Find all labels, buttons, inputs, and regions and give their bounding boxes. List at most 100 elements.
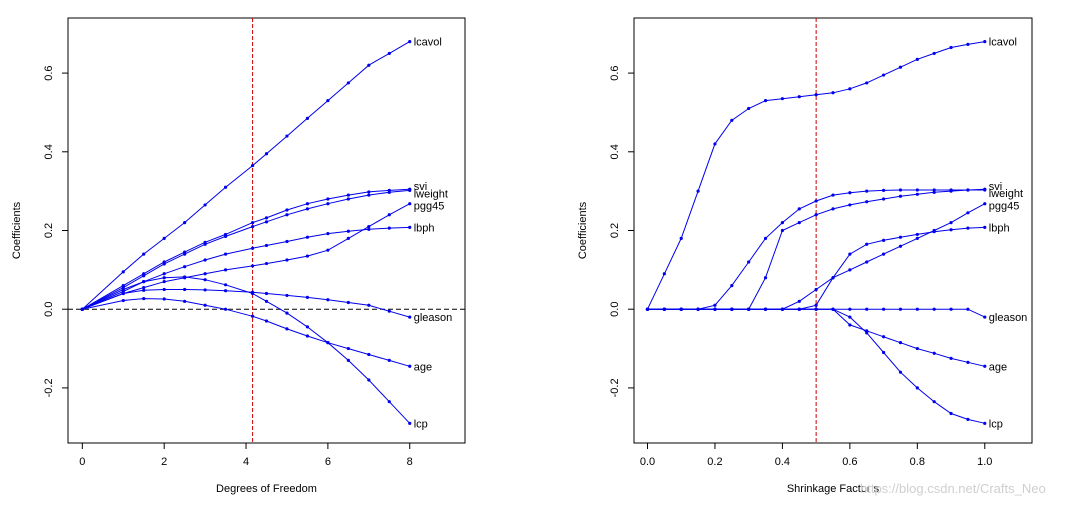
data-point (203, 203, 207, 207)
series-lbph: lbph (80, 222, 435, 311)
data-point (367, 352, 371, 357)
data-point (814, 287, 818, 292)
data-point (983, 315, 987, 319)
data-point (983, 364, 987, 368)
data-point (183, 221, 187, 225)
series-line-age (82, 298, 410, 367)
data-point (162, 272, 166, 276)
y-tick-label: 0.6 (43, 65, 55, 80)
data-point (983, 225, 987, 229)
series-label-lcp: lcp (414, 418, 428, 430)
data-point (932, 190, 936, 194)
data-point (645, 307, 650, 311)
data-point (662, 307, 666, 311)
y-tick-label: -0.2 (43, 378, 55, 397)
data-point (696, 307, 700, 311)
data-point (881, 252, 886, 256)
y-tick-label: 0.4 (609, 144, 621, 159)
data-point (346, 81, 350, 85)
data-point (121, 298, 125, 303)
data-point (162, 297, 166, 301)
data-point (203, 288, 207, 292)
data-point (264, 319, 269, 323)
data-point (763, 99, 768, 103)
data-point (713, 142, 717, 146)
y-tick-label: 0.0 (609, 302, 621, 317)
x-tick-label: 0 (79, 456, 85, 468)
data-point (949, 356, 953, 360)
series-lcavol: lcavol (645, 37, 1017, 311)
data-point (408, 421, 412, 425)
data-point (408, 202, 412, 206)
data-point (797, 221, 801, 225)
data-point (305, 334, 310, 338)
data-point (387, 309, 391, 313)
data-point (949, 45, 953, 50)
data-point (831, 91, 835, 95)
x-tick-label: 0.0 (640, 456, 655, 468)
x-tick-label: 0.6 (842, 456, 857, 468)
data-point (797, 307, 801, 311)
x-tick-label: 0.2 (707, 456, 722, 468)
data-point (305, 116, 310, 120)
x-tick-label: 6 (325, 456, 331, 468)
series-line-lcp (82, 276, 411, 424)
data-point (387, 190, 391, 194)
data-point (932, 51, 936, 56)
data-point (326, 298, 330, 302)
data-point (848, 87, 852, 91)
data-point (264, 261, 269, 266)
series-label-lweight: lweight (414, 188, 448, 200)
series-lbph: lbph (645, 222, 1010, 311)
data-point (865, 200, 869, 204)
data-point (387, 226, 391, 230)
data-point (881, 335, 886, 339)
x-axis: 0.0 0.2 0.4 0.6 0.8 1.0 (640, 443, 992, 468)
data-point (747, 106, 751, 111)
data-point (285, 208, 289, 212)
data-point (346, 346, 350, 351)
y-tick-label: 0.6 (609, 65, 621, 80)
y-axis: -0.2 0.0 0.2 0.4 0.6 (43, 65, 68, 397)
data-point (831, 207, 835, 211)
data-point (367, 378, 371, 382)
series-label-gleason: gleason (414, 312, 453, 324)
data-point (915, 386, 919, 390)
data-point (848, 203, 852, 207)
data-point (285, 327, 289, 331)
y-tick-label: 0.0 (43, 302, 55, 317)
series-label-lbph: lbph (414, 222, 435, 234)
data-point (730, 307, 734, 311)
data-point (865, 81, 869, 85)
data-point (223, 252, 228, 256)
data-point (797, 95, 801, 99)
series-label-lcavol: lcavol (989, 37, 1017, 49)
data-point (162, 236, 166, 240)
data-point (408, 40, 412, 44)
data-point (285, 311, 289, 315)
data-point (881, 350, 886, 355)
x-tick-label: 2 (161, 456, 167, 468)
data-point (223, 307, 228, 311)
data-point (865, 242, 869, 246)
watermark: https://blog.csdn.net/Crafts_Neo (860, 481, 1046, 496)
data-point (983, 202, 987, 206)
data-point (814, 199, 818, 203)
chart-panel-1: 0 2 4 6 8 -0.2 0.0 0.2 0.4 0.6 Degrees of Freedom C… (11, 17, 466, 495)
data-point (949, 307, 953, 311)
data-point (162, 287, 166, 292)
data-point (387, 358, 391, 362)
data-point (162, 276, 166, 280)
data-point (747, 260, 751, 264)
y-tick-label: 0.2 (43, 223, 55, 238)
data-point (915, 188, 919, 192)
data-point (881, 307, 886, 311)
data-point (387, 51, 391, 56)
data-point (865, 331, 869, 335)
series-label-svi: svi (414, 181, 427, 193)
series-pgg45: pgg45 (645, 201, 1019, 311)
data-point (203, 278, 207, 282)
data-point (932, 351, 936, 355)
series-label-age: age (989, 361, 1007, 373)
series-line-pgg45 (82, 203, 410, 310)
